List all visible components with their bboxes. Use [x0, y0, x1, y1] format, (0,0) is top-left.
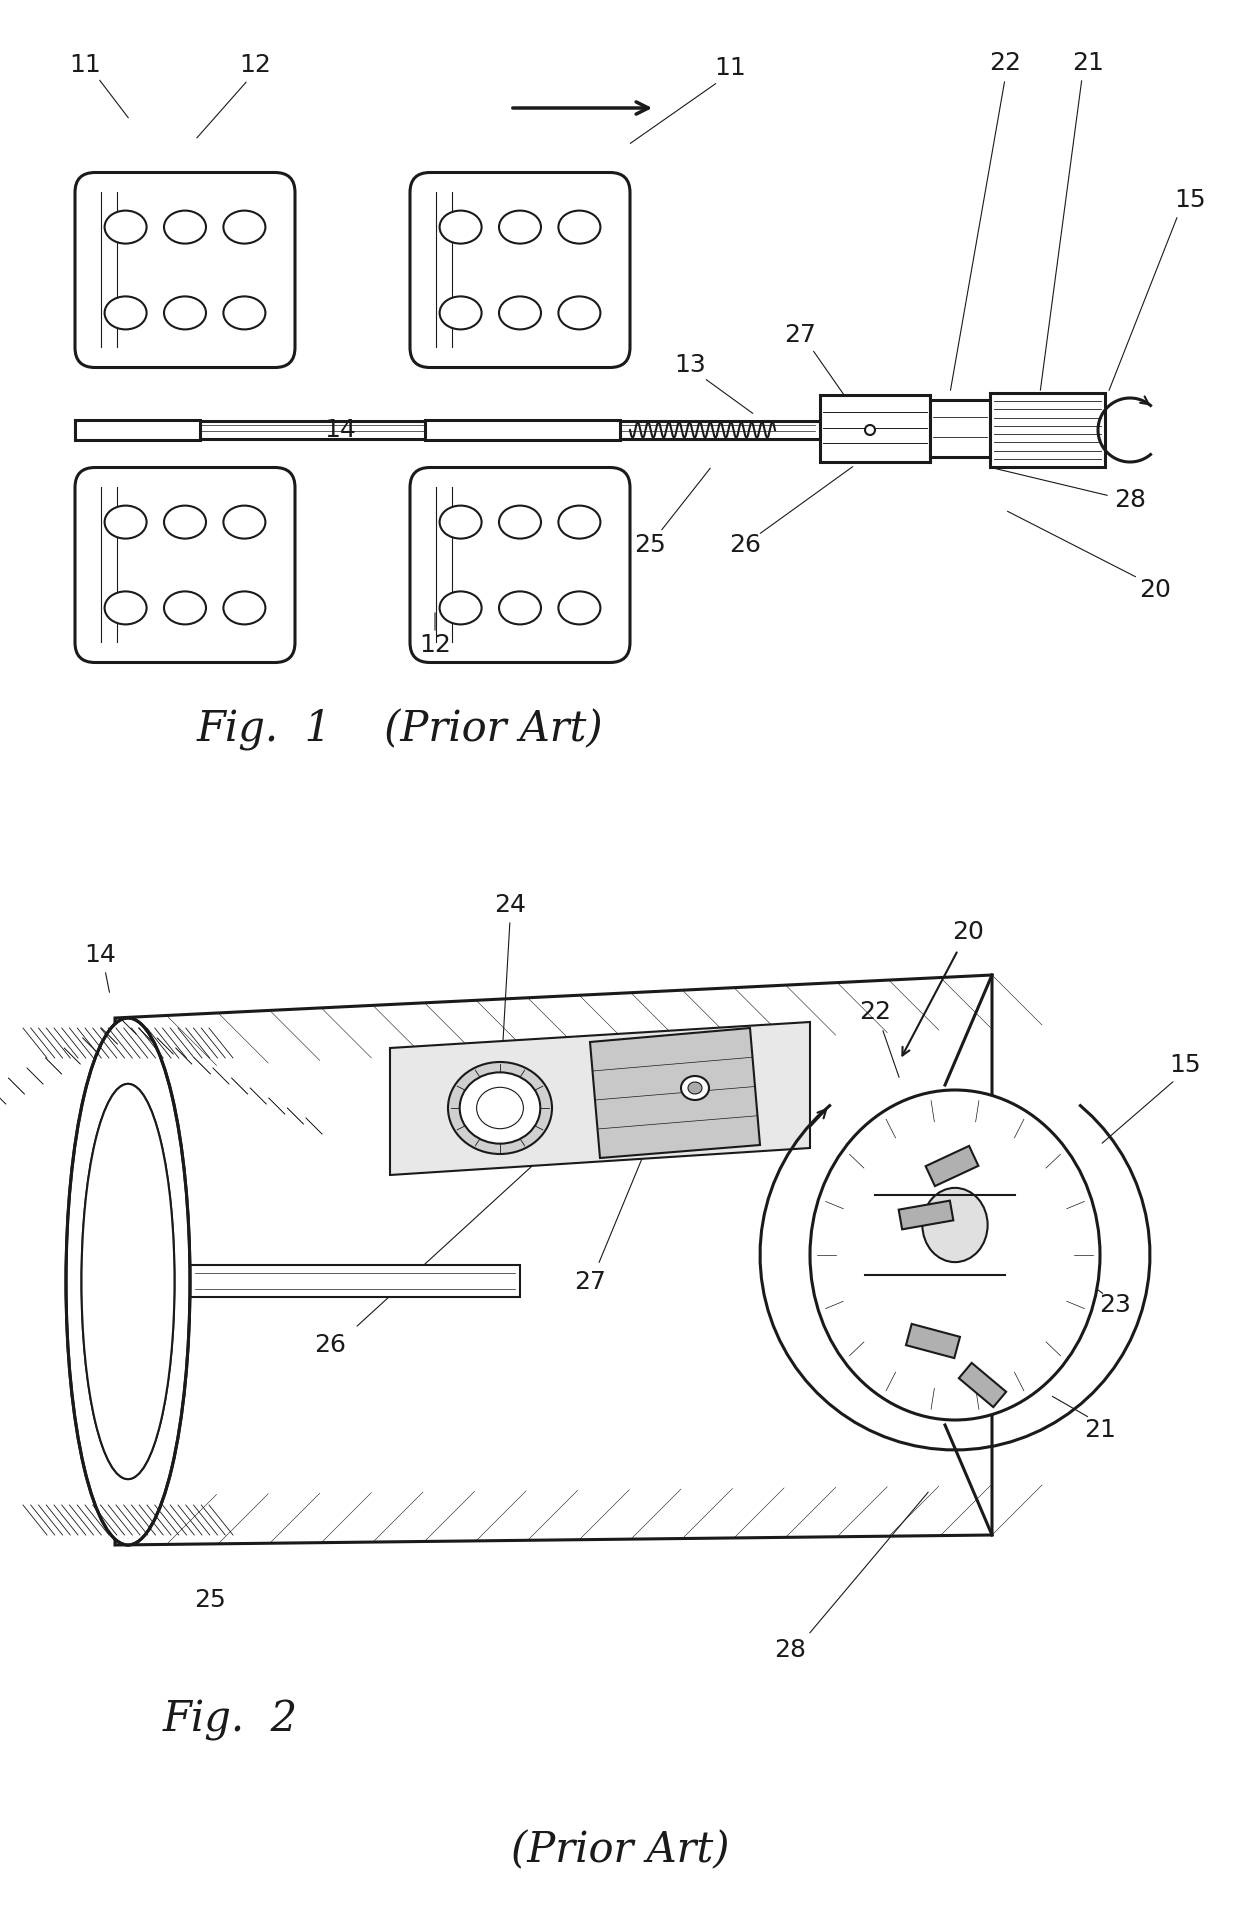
- Text: 21: 21: [1084, 1418, 1116, 1443]
- Text: 22: 22: [859, 1000, 892, 1025]
- Ellipse shape: [440, 507, 481, 539]
- FancyBboxPatch shape: [74, 468, 295, 663]
- Text: 15: 15: [1174, 189, 1205, 212]
- Ellipse shape: [440, 591, 481, 624]
- Text: 26: 26: [314, 1333, 346, 1358]
- Text: 25: 25: [634, 534, 666, 557]
- Ellipse shape: [688, 1082, 702, 1094]
- Bar: [925, 1146, 978, 1186]
- Ellipse shape: [440, 297, 481, 329]
- Ellipse shape: [498, 297, 541, 329]
- Ellipse shape: [104, 591, 146, 624]
- Polygon shape: [590, 1028, 760, 1158]
- Ellipse shape: [498, 507, 541, 539]
- Bar: [74, 422, 820, 439]
- Text: 20: 20: [952, 921, 983, 944]
- Ellipse shape: [104, 297, 146, 329]
- Text: 27: 27: [784, 324, 816, 347]
- Text: 11: 11: [69, 54, 100, 77]
- Ellipse shape: [558, 297, 600, 329]
- Bar: [74, 420, 200, 439]
- Ellipse shape: [440, 210, 481, 243]
- Ellipse shape: [223, 210, 265, 243]
- Ellipse shape: [448, 1061, 552, 1154]
- FancyBboxPatch shape: [74, 173, 295, 368]
- Text: 13: 13: [675, 352, 706, 377]
- Ellipse shape: [558, 591, 600, 624]
- Text: 11: 11: [714, 56, 746, 81]
- Ellipse shape: [476, 1088, 523, 1129]
- Polygon shape: [391, 1023, 810, 1175]
- Bar: [990, 393, 1105, 466]
- Bar: [190, 1265, 520, 1298]
- Ellipse shape: [164, 591, 206, 624]
- Ellipse shape: [104, 507, 146, 539]
- Ellipse shape: [164, 210, 206, 243]
- Text: Fig.  2: Fig. 2: [162, 1699, 298, 1741]
- Text: Fig.  1    (Prior Art): Fig. 1 (Prior Art): [197, 709, 604, 751]
- Bar: [820, 395, 930, 462]
- FancyBboxPatch shape: [410, 468, 630, 663]
- Ellipse shape: [164, 507, 206, 539]
- Text: 28: 28: [774, 1637, 806, 1662]
- Ellipse shape: [164, 297, 206, 329]
- Ellipse shape: [866, 426, 875, 435]
- Text: 14: 14: [324, 418, 356, 441]
- Text: 27: 27: [574, 1269, 606, 1294]
- Ellipse shape: [223, 507, 265, 539]
- Text: 28: 28: [1114, 487, 1146, 512]
- Ellipse shape: [82, 1084, 175, 1479]
- Ellipse shape: [558, 507, 600, 539]
- Ellipse shape: [460, 1073, 541, 1144]
- Bar: [959, 1364, 1006, 1408]
- Ellipse shape: [558, 210, 600, 243]
- Ellipse shape: [82, 1084, 175, 1479]
- Text: 12: 12: [239, 54, 270, 77]
- Text: 20: 20: [1140, 578, 1171, 603]
- Bar: [425, 420, 620, 439]
- Text: 12: 12: [419, 634, 451, 657]
- FancyBboxPatch shape: [410, 173, 630, 368]
- Ellipse shape: [104, 210, 146, 243]
- Bar: [906, 1323, 960, 1358]
- Ellipse shape: [498, 591, 541, 624]
- Text: 23: 23: [1099, 1292, 1131, 1317]
- Ellipse shape: [810, 1090, 1100, 1419]
- Text: (Prior Art): (Prior Art): [511, 1830, 729, 1870]
- Text: 14: 14: [84, 944, 115, 967]
- Text: 26: 26: [729, 534, 761, 557]
- Ellipse shape: [498, 210, 541, 243]
- Text: 15: 15: [1169, 1054, 1200, 1077]
- Bar: [899, 1200, 954, 1229]
- Text: 21: 21: [1073, 50, 1104, 75]
- Bar: [930, 401, 990, 456]
- Text: 24: 24: [494, 894, 526, 917]
- Polygon shape: [115, 975, 992, 1545]
- Ellipse shape: [223, 591, 265, 624]
- Text: 22: 22: [990, 50, 1021, 75]
- Ellipse shape: [681, 1077, 709, 1100]
- Text: 25: 25: [195, 1589, 226, 1612]
- Ellipse shape: [923, 1188, 987, 1262]
- Ellipse shape: [66, 1019, 190, 1545]
- Ellipse shape: [223, 297, 265, 329]
